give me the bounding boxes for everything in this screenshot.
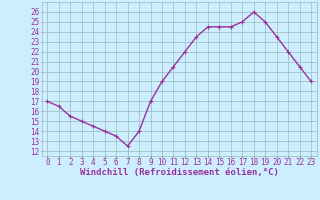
X-axis label: Windchill (Refroidissement éolien,°C): Windchill (Refroidissement éolien,°C) [80, 168, 279, 177]
